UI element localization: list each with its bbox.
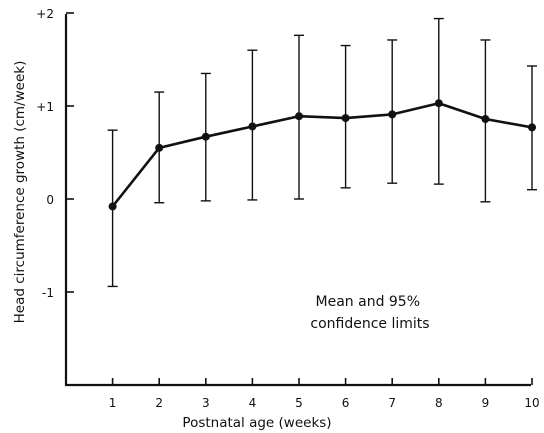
data-point (201, 132, 210, 141)
x-tick-label: 9 (482, 396, 490, 410)
data-point (295, 112, 303, 121)
x-tick-label: 6 (342, 396, 350, 410)
x-tick-label: 8 (435, 396, 443, 410)
data-point (341, 114, 350, 123)
y-tick-label: +2 (36, 7, 54, 21)
y-tick-label: 0 (46, 193, 54, 207)
x-tick-label: 10 (524, 396, 539, 410)
x-tick-label: 7 (388, 396, 396, 410)
data-point (481, 115, 490, 124)
x-tick-label: 5 (295, 396, 303, 410)
annotation-line-1: Mean and 95% (316, 294, 421, 310)
data-point (434, 99, 443, 108)
y-axis-label: Head circumference growth (cm/week) (12, 61, 28, 324)
data-point (388, 110, 397, 119)
data-point (108, 202, 117, 211)
data-point (248, 122, 257, 131)
annotation: Mean and 95% confidence limits (310, 294, 429, 332)
y-tick-label: +1 (36, 100, 54, 114)
x-tick-label: 2 (155, 396, 163, 410)
x-tick-label: 3 (202, 396, 210, 410)
x-tick-label: 4 (249, 396, 257, 410)
series (108, 99, 536, 211)
ticks: +2 +1 0 -1 1 2 3 4 5 6 7 8 9 10 (36, 7, 539, 410)
error-bars (107, 17, 537, 288)
data-point (155, 143, 164, 152)
data-point (528, 123, 536, 132)
y-tick-label: -1 (42, 286, 54, 300)
mean-line (111, 101, 533, 208)
x-axis-label: Postnatal age (weeks) (182, 415, 331, 431)
x-tick-label: 1 (109, 396, 117, 410)
annotation-line-2: confidence limits (310, 316, 429, 332)
